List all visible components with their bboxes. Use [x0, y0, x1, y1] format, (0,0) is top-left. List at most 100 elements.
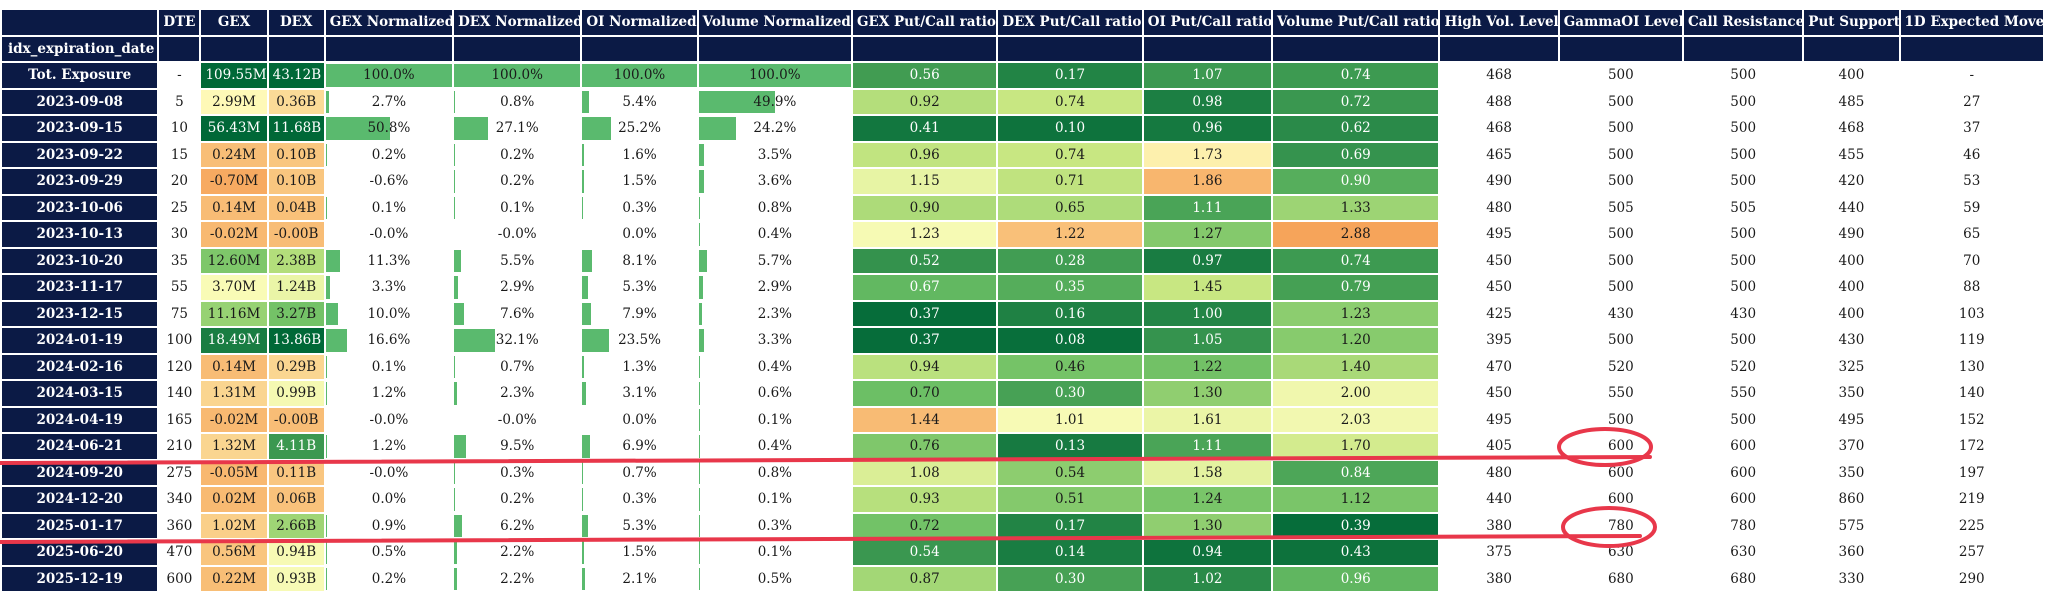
header-high-vol-level: High Vol. Level: [1440, 10, 1558, 35]
gex-put-call-cell: 0.92: [853, 89, 997, 114]
volume-normalized-cell: 3.3%: [698, 328, 851, 353]
table-row: 2023-09-08 5 2.99M 0.36B 2.7% 0.8% 5.4% 49.9% 0.…: [2, 89, 2043, 114]
normalized-value: 0.0%: [371, 491, 407, 508]
high-vol-level-cell: 440: [1486, 491, 1512, 508]
normalized-value: 1.2%: [371, 385, 407, 402]
gex-put-call-cell: 0.37: [853, 301, 997, 326]
gex-cell: 12.60M: [201, 248, 267, 273]
header-dte: DTE: [159, 10, 200, 35]
oi-normalized-cell: 25.2%: [582, 116, 696, 141]
gex-normalized-cell: 0.5%: [325, 540, 452, 565]
dex-put-call-cell: 0.74: [998, 142, 1142, 167]
normalized-value: 0.1%: [371, 199, 407, 216]
dex-normalized-cell: 7.6%: [454, 302, 580, 327]
call-resistance-cell: 500: [1730, 252, 1757, 269]
high-vol-level-cell: 480: [1486, 199, 1512, 216]
expiration-date-label: 2023-09-15: [2, 116, 158, 141]
oi-normalized-cell: 1.6%: [582, 143, 696, 168]
normalized-bar: [698, 302, 703, 325]
normalized-value: 3.5%: [757, 146, 792, 163]
high-vol-level-cell: 488: [1486, 93, 1512, 110]
gex-normalized-cell: 0.2%: [325, 567, 452, 592]
normalized-bar: [582, 170, 585, 193]
expiration-date-label: 2023-09-29: [2, 169, 158, 194]
put-support-cell: 360: [1838, 544, 1865, 561]
oi-normalized-cell: 3.1%: [582, 381, 696, 406]
normalized-value: 1.2%: [371, 438, 407, 455]
expected-move-cell: 290: [1958, 570, 1985, 587]
oi-put-call-cell: 1.11: [1143, 434, 1272, 459]
oi-put-call-cell: 1.22: [1143, 354, 1272, 379]
volume-put-call-cell: 1.40: [1273, 354, 1439, 379]
oi-normalized-cell: 1.5%: [582, 540, 696, 565]
put-support-cell: 495: [1838, 411, 1865, 428]
dex-normalized-cell: 0.2%: [454, 169, 580, 194]
call-resistance-cell: 630: [1730, 544, 1757, 561]
normalized-bar: [582, 329, 610, 352]
normalized-bar: [582, 435, 591, 458]
oi-put-call-cell: 1.30: [1143, 381, 1272, 406]
normalized-bar: [698, 355, 700, 378]
normalized-value: 9.5%: [500, 438, 535, 455]
expiration-date-label: 2024-02-16: [2, 354, 158, 379]
dex-normalized-cell: 6.2%: [454, 514, 580, 539]
dex-normalized-cell: 2.9%: [454, 275, 580, 300]
oi-put-call-cell: 1.86: [1143, 169, 1272, 194]
gex-normalized-cell: 0.9%: [325, 514, 452, 539]
normalized-bar: [454, 64, 581, 87]
normalized-value: 10.0%: [367, 305, 411, 322]
put-support-cell: 350: [1838, 464, 1865, 481]
normalized-value: 1.5%: [622, 544, 657, 561]
normalized-bar: [325, 541, 327, 564]
normalized-value: 5.3%: [622, 517, 657, 534]
gex-put-call-cell: 1.15: [853, 169, 997, 194]
dex-normalized-cell: 2.2%: [454, 567, 580, 592]
expected-move-cell: 257: [1958, 544, 1985, 561]
dte-cell: 15: [170, 146, 189, 163]
expiration-date-label: 2023-10-06: [2, 195, 158, 220]
normalized-bar: [582, 382, 586, 405]
volume-put-call-cell: 0.69: [1273, 142, 1439, 167]
expected-move-cell: 130: [1958, 358, 1985, 375]
dex-normalized-cell: 27.1%: [454, 116, 580, 141]
table-row: 2023-11-17 55 3.70M 1.24B 3.3% 2.9% 5.3% 2.9% 0.…: [2, 275, 2043, 300]
high-vol-level-cell: 495: [1486, 226, 1512, 243]
dex-put-call-cell: 0.16: [998, 301, 1142, 326]
gex-cell: 1.32M: [201, 434, 267, 459]
gammaoi-level-cell: 520: [1607, 358, 1634, 375]
dte-cell: -: [177, 67, 182, 84]
gammaoi-level-cell: 500: [1607, 120, 1634, 137]
put-support-cell: 400: [1838, 67, 1865, 84]
high-vol-level-cell: 490: [1486, 173, 1512, 190]
volume-put-call-cell: 2.00: [1273, 381, 1439, 406]
table-row: 2023-09-22 15 0.24M 0.10B 0.2% 0.2% 1.6% 3.5% 0.…: [2, 142, 2043, 168]
expiration-date-label: 2024-01-19: [2, 328, 158, 353]
gammaoi-level-cell: 500: [1607, 332, 1634, 349]
dex-cell: 0.04B: [268, 195, 324, 220]
dte-cell: 30: [170, 226, 189, 243]
gex-normalized-cell: 0.1%: [325, 355, 452, 380]
gex-cell: 0.14M: [201, 354, 267, 379]
gammaoi-level-cell: 500: [1607, 146, 1634, 163]
volume-normalized-cell: 0.1%: [698, 487, 851, 512]
header-gex: GEX: [201, 10, 267, 35]
normalized-value: 0.2%: [371, 570, 407, 587]
normalized-value: 3.6%: [757, 173, 792, 190]
normalized-value: 1.3%: [622, 358, 657, 375]
normalized-value: -0.6%: [369, 173, 409, 190]
dte-cell: 165: [166, 411, 193, 428]
normalized-value: 2.9%: [757, 279, 792, 296]
gex-normalized-cell: 3.3%: [325, 275, 452, 300]
normalized-value: 2.9%: [500, 279, 535, 296]
table-row: 2024-06-21 210 1.32M 4.11B 1.2% 9.5% 6.9% 0.4% 0…: [2, 434, 2043, 459]
normalized-value: 24.2%: [753, 120, 797, 137]
dex-cell: 4.11B: [268, 434, 324, 459]
oi-normalized-cell: 0.3%: [582, 487, 696, 512]
dte-cell: 470: [166, 544, 193, 561]
call-resistance-cell: 500: [1730, 279, 1757, 296]
dex-put-call-cell: 0.30: [998, 566, 1142, 591]
volume-normalized-cell: 0.5%: [698, 567, 851, 592]
normalized-value: 0.9%: [371, 517, 407, 534]
put-support-cell: 485: [1838, 93, 1865, 110]
dte-cell: 100: [166, 332, 193, 349]
